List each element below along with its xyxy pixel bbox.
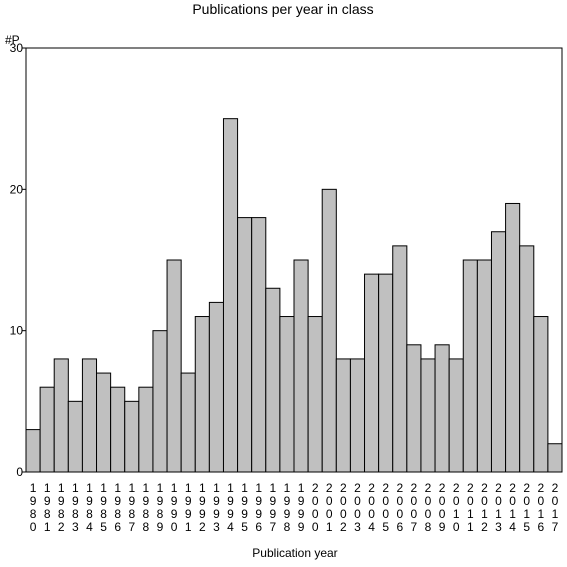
bar-2009 xyxy=(434,344,450,473)
bar-2011 xyxy=(462,259,478,473)
chart-title: Publications per year in class xyxy=(192,1,373,17)
bar-1995 xyxy=(237,217,253,473)
bar-2017 xyxy=(547,443,563,473)
bar-1999 xyxy=(293,259,309,473)
bar-2001 xyxy=(321,188,337,473)
bar-1981 xyxy=(39,386,55,473)
y-tick-label: 10 xyxy=(10,324,24,338)
bar-1998 xyxy=(279,316,295,473)
y-tick-label: 20 xyxy=(10,182,24,196)
bar-1991 xyxy=(180,372,196,473)
bar-1990 xyxy=(166,259,182,473)
bar-1986 xyxy=(110,386,126,473)
bar-2008 xyxy=(420,358,436,473)
bar-1993 xyxy=(208,301,224,473)
bar-2012 xyxy=(476,259,492,473)
bar-1985 xyxy=(96,372,112,473)
bars-group xyxy=(25,118,563,473)
bar-2016 xyxy=(533,316,549,473)
bar-2010 xyxy=(448,358,464,473)
bar-2004 xyxy=(364,273,380,473)
plot-frame xyxy=(25,47,563,473)
y-ticks-group: 0 10 20 30 xyxy=(10,41,26,479)
bar-1996 xyxy=(251,217,267,473)
bar-1984 xyxy=(81,358,98,473)
bar-1989 xyxy=(152,330,168,473)
x-ticks-group: 1 9 8 0 1 9 8 1 1 9 8 2 1 9 8 3 1 9 8 4 1 9 8 5 1 9 8 6 1 9 8 7 1 9 8 8 1 9 8 9… xyxy=(30,481,559,534)
x-axis-label: Publication year xyxy=(252,546,337,560)
bar-1982 xyxy=(53,358,69,473)
bar-1987 xyxy=(124,400,140,473)
bar-2003 xyxy=(349,358,366,473)
bar-1988 xyxy=(138,386,154,473)
bar-2006 xyxy=(392,245,408,473)
y-tick-label: 0 xyxy=(16,465,23,479)
y-axis-label: #P xyxy=(5,33,20,47)
bar-2013 xyxy=(490,231,507,473)
bar-2007 xyxy=(406,344,422,473)
bar-2015 xyxy=(519,245,535,473)
bar-1992 xyxy=(194,316,210,473)
bar-2005 xyxy=(378,273,394,473)
bar-1983 xyxy=(67,400,83,473)
y-tick-label: 30 xyxy=(10,41,24,55)
bar-1997 xyxy=(265,287,281,473)
bar-1980 xyxy=(25,429,41,473)
bar-2014 xyxy=(505,202,521,473)
bar-2000 xyxy=(307,316,323,473)
bar-1994 xyxy=(222,118,239,473)
bar-2002 xyxy=(335,358,351,473)
